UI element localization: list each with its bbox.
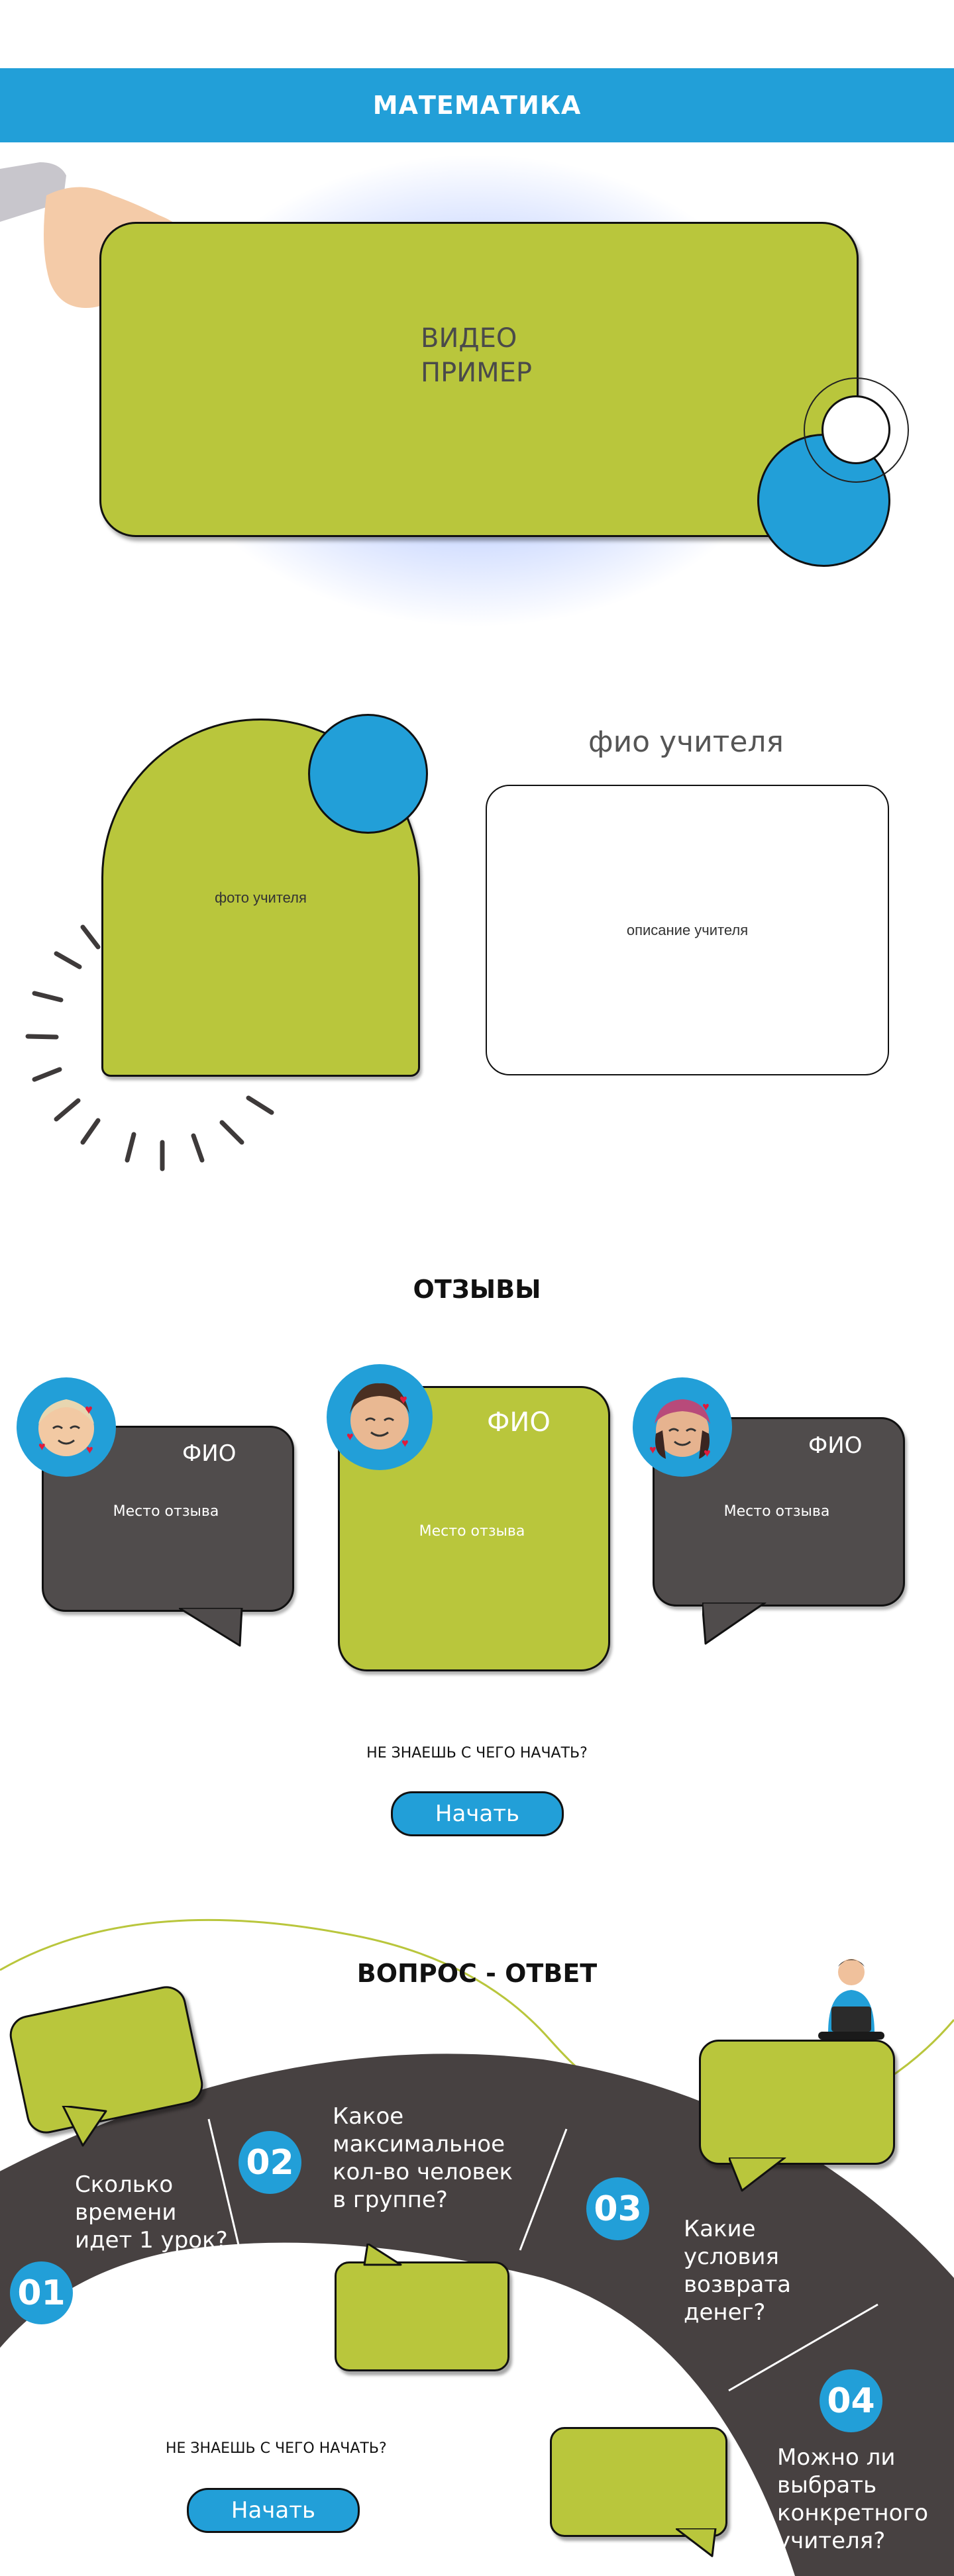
bubble-tail [62,2106,107,2147]
review-text: Место отзыва [419,1523,525,1540]
faq-number-badge: 04 [820,2369,882,2432]
cta-question-bottom: НЕ ЗНАЕШЬ С ЧЕГО НАЧАТЬ? [166,2440,387,2457]
svg-text:♥: ♥ [702,1400,710,1413]
faq-answer-bubble [335,2261,509,2371]
svg-text:♥: ♥ [38,1440,46,1453]
svg-text:♥: ♥ [399,1393,407,1407]
decor-ring [804,377,909,483]
faq-answer-bubble [699,2040,895,2165]
teacher-photo-label: фото учителя [215,889,307,906]
bubble-tail [676,2528,717,2557]
faq-number-badge: 01 [10,2261,73,2324]
teacher-name: фио учителя [588,725,784,759]
teacher-photo: фото учителя [101,718,420,1077]
faq-title: ВОПРОС - ОТВЕТ [356,1959,598,1988]
video-player[interactable] [99,222,859,537]
svg-text:♥: ♥ [704,1446,711,1460]
review-text: Место отзыва [113,1503,219,1520]
decor-blue-circle-teacher [308,714,428,834]
header-banner: МАТЕМАТИКА [0,68,954,142]
bubble-tail [729,2157,786,2192]
cta-question: НЕ ЗНАЕШЬ С ЧЕГО НАЧАТЬ? [366,1745,588,1761]
svg-text:♥: ♥ [346,1430,354,1443]
avatar: ♥ ♥ ♥ [327,1364,433,1470]
svg-text:♥: ♥ [86,1443,93,1456]
memoji-face-icon: ♥ ♥ ♥ [346,1383,409,1450]
review-tail [702,1597,767,1645]
review-tail [179,1603,244,1647]
decor-white-circle [822,395,890,464]
avatar: ♥ ♥ ♥ [17,1377,116,1477]
faq-number-badge: 03 [586,2177,649,2240]
faq-question[interactable]: Какие условия возврата денег? [684,2216,792,2326]
faq-question[interactable]: Сколько времени идет 1 урок? [75,2171,228,2254]
faq-question[interactable]: Какое максимальное кол-во человек в груп… [333,2103,513,2213]
faq-number-badge: 02 [238,2131,301,2194]
start-button-bottom[interactable]: Начать [187,2488,360,2533]
video-label: ВИДЕО ПРИМЕР [421,323,533,388]
review-name: ФИО [808,1432,863,1459]
svg-text:♥: ♥ [401,1436,409,1450]
review-text: Место отзыва [723,1503,830,1520]
teacher-description: описание учителя [486,785,889,1075]
page-title: МАТЕМАТИКА [372,91,582,120]
memoji-face-icon: ♥ ♥ ♥ [38,1399,94,1456]
faq-answer-bubble [550,2427,727,2537]
start-button[interactable]: Начать [391,1791,564,1836]
review-name: ФИО [487,1407,551,1438]
person-laptop-icon [818,1959,884,2040]
reviews-title: ОТЗЫВЫ [413,1275,541,1304]
bubble-tail [363,2244,402,2266]
memoji-face-icon: ♥ ♥ ♥ [649,1399,711,1460]
review-name: ФИО [182,1440,237,1467]
faq-question[interactable]: Можно ли выбрать конкретного учителя? [777,2444,929,2554]
avatar: ♥ ♥ ♥ [633,1377,732,1477]
svg-text:♥: ♥ [649,1443,657,1456]
svg-text:♥: ♥ [85,1403,93,1417]
teacher-description-label: описание учителя [626,921,749,938]
